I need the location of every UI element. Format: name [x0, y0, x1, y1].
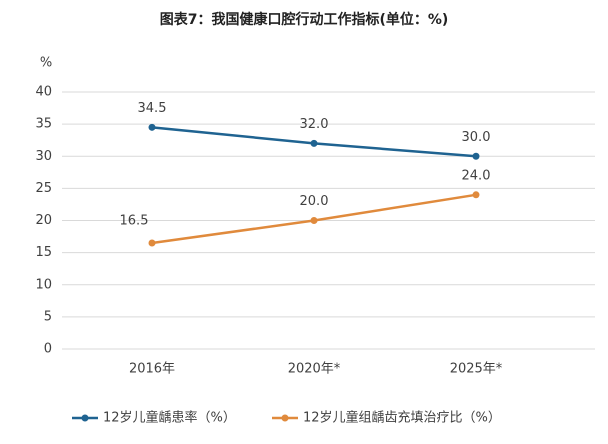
legend-label: 12岁儿童组龋齿充填治疗比（%） [303, 410, 501, 426]
value-label: 20.0 [300, 194, 329, 209]
point [148, 239, 156, 247]
y-tick-label: 40 [35, 85, 52, 100]
y-tick-label: 15 [35, 245, 52, 260]
point [310, 217, 318, 224]
value-label: 34.5 [138, 101, 167, 116]
y-tick-label: 5 [44, 309, 52, 324]
point [148, 123, 156, 131]
y-axis-label: % [40, 56, 52, 71]
value-label: 32.0 [300, 117, 329, 132]
y-tick-label: 30 [35, 149, 52, 164]
value-label: 30.0 [462, 130, 491, 145]
legend-marker [281, 414, 289, 422]
y-tick-label: 25 [35, 181, 52, 196]
y-tick-label: 20 [35, 213, 52, 228]
x-tick-label: 2025年* [450, 362, 503, 377]
x-tick-label: 2020年* [288, 362, 341, 377]
point [310, 139, 318, 147]
value-label: 16.5 [120, 213, 149, 228]
x-tick-label: 2016年 [129, 362, 175, 377]
y-tick-label: 0 [44, 342, 52, 357]
legend-marker [81, 414, 89, 422]
legend-label: 12岁儿童龋患率（%） [103, 410, 236, 426]
point [472, 191, 480, 199]
y-tick-label: 35 [35, 117, 52, 132]
chart-title: 图表7：我国健康口腔行动工作指标(单位：%) [160, 11, 449, 28]
point [472, 152, 480, 160]
y-tick-label: 10 [35, 277, 52, 292]
value-label: 24.0 [462, 168, 491, 183]
